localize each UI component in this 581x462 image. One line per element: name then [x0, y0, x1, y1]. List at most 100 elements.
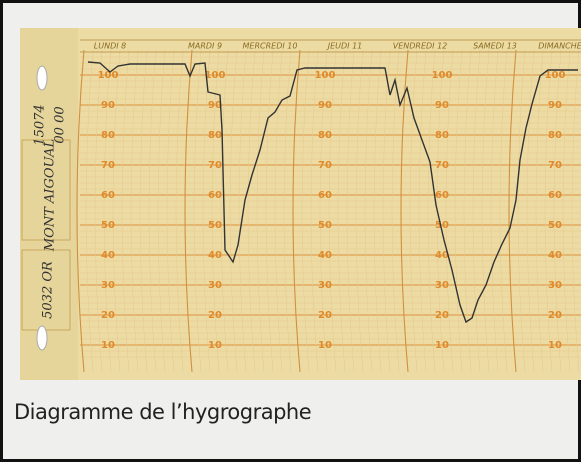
time-line	[121, 49, 130, 373]
humidity-trace	[87, 61, 578, 324]
scale-label: 30	[318, 280, 332, 291]
scale-label: 50	[435, 220, 449, 231]
scale-label: 60	[101, 190, 115, 201]
scale-label: 50	[318, 220, 332, 231]
scale-label: 90	[101, 100, 115, 111]
time-line	[247, 49, 256, 373]
time-line	[139, 49, 148, 373]
time-line	[481, 49, 490, 373]
time-line	[418, 49, 427, 373]
scale-label: 50	[548, 220, 562, 231]
scale-label: 100	[432, 70, 453, 81]
day-label: DIMANCHE	[538, 42, 581, 51]
time-line	[301, 49, 310, 373]
time-line	[571, 49, 580, 373]
time-line	[535, 49, 544, 373]
time-line	[382, 49, 391, 373]
time-line	[337, 49, 346, 373]
scale-label: 70	[318, 160, 332, 171]
scale-label: 60	[548, 190, 562, 201]
scale-label: 30	[208, 280, 222, 291]
time-line	[508, 49, 517, 373]
scale-label: 80	[548, 130, 562, 141]
scale-label: 60	[208, 190, 222, 201]
time-line	[472, 49, 481, 373]
day-label: VENDREDI 12	[393, 42, 448, 51]
time-line	[175, 49, 184, 373]
time-line	[445, 49, 454, 373]
scale-label: 80	[208, 130, 222, 141]
time-line	[292, 49, 301, 373]
scale-label: 60	[435, 190, 449, 201]
scale-label: 100	[205, 70, 226, 81]
scale-label: 40	[548, 250, 562, 261]
handwritten-note: 5032 OR	[41, 261, 56, 319]
handwritten-note: MONT AIGOUAL	[43, 139, 58, 252]
scale-label: 30	[435, 280, 449, 291]
time-line	[157, 49, 166, 373]
time-line	[184, 49, 193, 373]
time-line	[463, 49, 472, 373]
scale-label: 100	[98, 70, 119, 81]
scale-label: 20	[548, 310, 562, 321]
scale-label: 40	[208, 250, 222, 261]
left-strip	[20, 28, 78, 380]
scale-label: 100	[315, 70, 336, 81]
punch-hole	[36, 325, 48, 351]
scale-label: 70	[435, 160, 449, 171]
label-box	[21, 139, 71, 241]
day-label: LUNDI 8	[94, 42, 126, 51]
time-line	[490, 49, 499, 373]
time-line	[274, 49, 283, 373]
time-line	[409, 49, 418, 373]
labels: LUNDI 8 MARDI 9 MERCREDI 10 JEUDI 11 VENDRED…	[33, 42, 581, 352]
time-line	[391, 49, 400, 373]
time-line	[220, 49, 229, 373]
scale-label: 20	[208, 310, 222, 321]
scale-label: 90	[435, 100, 449, 111]
punch-hole	[36, 65, 48, 91]
scale-label: 30	[548, 280, 562, 291]
time-line	[211, 49, 220, 373]
time-line	[517, 49, 526, 373]
scale-label: 20	[318, 310, 332, 321]
scale-label: 10	[208, 340, 222, 351]
time-line	[310, 49, 319, 373]
caption: Diagramme de l’hygrographe	[14, 400, 312, 424]
time-line	[544, 49, 553, 373]
time-line	[238, 49, 247, 373]
time-line	[166, 49, 175, 373]
time-line	[454, 49, 463, 373]
time-line	[130, 49, 139, 373]
time-line	[499, 49, 508, 373]
scale-label: 80	[101, 130, 115, 141]
handwritten-note: 00 00	[53, 106, 68, 143]
scale-label: 90	[548, 100, 562, 111]
scale-label: 70	[101, 160, 115, 171]
time-line	[319, 49, 328, 373]
time-line	[355, 49, 364, 373]
grid	[76, 39, 581, 373]
time-line	[526, 49, 535, 373]
day-label: MERCREDI 10	[243, 42, 298, 51]
scale-label: 80	[318, 130, 332, 141]
scale-label: 40	[101, 250, 115, 261]
scale-label: 10	[435, 340, 449, 351]
scale-label: 10	[101, 340, 115, 351]
scale-label: 10	[548, 340, 562, 351]
scale-label: 70	[548, 160, 562, 171]
time-line	[373, 49, 382, 373]
handwritten-note: 15074	[33, 104, 48, 145]
scale-label: 60	[318, 190, 332, 201]
time-line	[112, 49, 121, 373]
time-line	[148, 49, 157, 373]
time-line	[76, 49, 85, 373]
scale-label: 80	[435, 130, 449, 141]
scale-label: 20	[435, 310, 449, 321]
time-line	[85, 49, 94, 373]
scale-label: 90	[208, 100, 222, 111]
time-line	[562, 49, 571, 373]
time-line	[427, 49, 436, 373]
